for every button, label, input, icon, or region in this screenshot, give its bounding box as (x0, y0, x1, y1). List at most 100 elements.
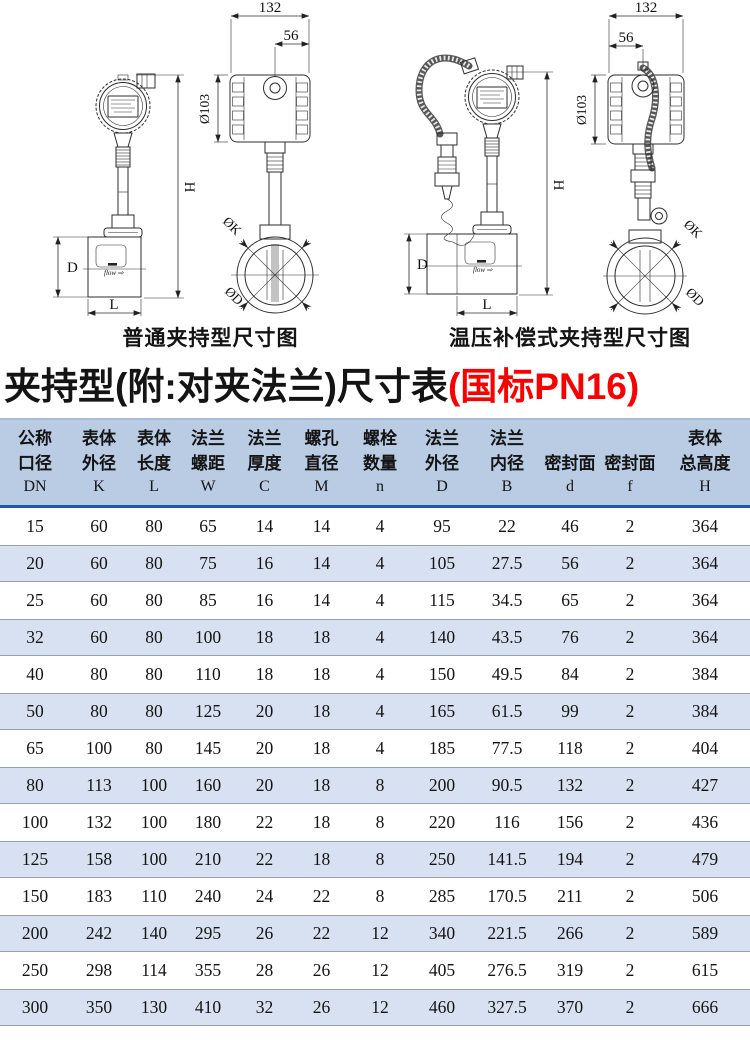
dim-L: L (109, 297, 118, 313)
table-cell: 364 (691, 516, 719, 537)
table-cell: 12 (371, 997, 389, 1018)
column-label: 螺栓 (363, 429, 397, 449)
caption-ordinary-clamp: 普通夹持型尺寸图 (122, 327, 299, 350)
table-cell: 26 (312, 997, 331, 1018)
table-header-row: 公称 口径 DN 表体 外径 K 表体 长度 L 法兰 螺距 W 法兰 厚度 C 螺孔 直径 M 螺栓 数量 n 法兰 外径… (0, 420, 750, 509)
table-cell: 2 (625, 553, 635, 574)
table-row-dn-32: 32 60 80 100 18 18 4 140 43.5 76 2 364 (0, 619, 750, 657)
table-cell: 85 (199, 590, 217, 611)
table-cell: 200 (428, 775, 456, 796)
column-label: 法兰 (191, 429, 225, 449)
page-title: 夹持型(附:对夹法兰)尺寸表(国标PN16) (4, 364, 750, 410)
table-cell: 384 (691, 664, 719, 685)
table-cell: 27.5 (491, 553, 523, 574)
table-cell: 2 (625, 849, 635, 870)
table-cell: 80 (145, 627, 163, 648)
dim-K: ØK (681, 217, 706, 242)
table-cell: 18 (312, 849, 331, 870)
column-label: 表体 (688, 429, 722, 449)
table-cell: 8 (375, 812, 385, 833)
column-symbol: W (200, 478, 216, 496)
table-cell: 240 (194, 886, 222, 907)
table-cell: 479 (691, 849, 719, 870)
table-cell: 18 (312, 627, 331, 648)
table-cell: 384 (691, 701, 719, 722)
table-cell: 506 (691, 886, 719, 907)
table-cell: 80 (26, 775, 44, 796)
table-cell: 15 (26, 516, 44, 537)
table-cell: 100 (85, 738, 113, 759)
table-cell: 364 (691, 590, 719, 611)
dim-Dd: ØD (683, 285, 708, 310)
table-cell: 25 (26, 590, 44, 611)
table-cell: 8 (375, 849, 385, 870)
column-header: 螺孔 直径 M (293, 426, 350, 500)
column-symbol: f (627, 478, 633, 496)
table-cell: 18 (312, 664, 331, 685)
table-cell: 22 (255, 812, 274, 833)
table-cell: 4 (375, 738, 385, 759)
table-cell: 95 (433, 516, 451, 537)
table-cell: 183 (85, 886, 113, 907)
table-cell: 2 (625, 923, 635, 944)
table-cell: 16 (255, 590, 274, 611)
table-cell: 80 (145, 701, 163, 722)
dim-103: Ø103 (574, 95, 589, 125)
table-cell: 589 (691, 923, 719, 944)
table-cell: 2 (625, 997, 635, 1018)
table-cell: 14 (255, 516, 274, 537)
column-header: 法兰 内径 B (474, 426, 540, 500)
table-cell: 18 (312, 738, 331, 759)
column-label: 总高度 (679, 454, 731, 474)
table-cell: 77.5 (491, 738, 523, 759)
table-cell: 8 (375, 886, 385, 907)
caption-temp-pressure-clamp: 温压补偿式夹持型尺寸图 (449, 327, 691, 350)
diagram-temp-pressure-clamp: H (395, 2, 745, 352)
table-cell: 84 (561, 664, 579, 685)
column-label: 内径 (490, 454, 524, 474)
table-cell: 2 (625, 886, 635, 907)
table-cell: 300 (21, 997, 49, 1018)
table-cell: 145 (194, 738, 222, 759)
table-row-dn-80: 80 113 100 160 20 18 8 200 90.5 132 2 427 (0, 767, 750, 805)
dim-132: 132 (635, 2, 658, 16)
dim-D: D (417, 257, 428, 273)
column-label: 密封面 (604, 454, 656, 474)
column-label: 口径 (18, 454, 52, 474)
table-cell: 32 (255, 997, 274, 1018)
table-cell: 18 (312, 701, 331, 722)
dim-132: 132 (259, 2, 282, 16)
column-label: 外径 (82, 454, 116, 474)
table-cell: 100 (21, 812, 49, 833)
table-cell: 220 (428, 812, 456, 833)
table-cell: 26 (255, 923, 274, 944)
table-cell: 4 (375, 516, 385, 537)
column-symbol: n (376, 478, 384, 496)
table-cell: 56 (561, 553, 579, 574)
table-cell: 150 (21, 886, 49, 907)
table-cell: 4 (375, 590, 385, 611)
table-cell: 18 (255, 664, 274, 685)
table-cell: 60 (90, 590, 108, 611)
column-label: 直径 (304, 454, 339, 474)
flow-label: flow ⇨ (104, 269, 125, 277)
side-view: 132 56 (574, 2, 708, 315)
column-symbol: d (566, 478, 574, 496)
table-row-dn-50: 50 80 80 125 20 18 4 165 61.5 99 2 384 (0, 693, 750, 731)
table-cell: 46 (561, 516, 579, 537)
ordinary-clamp-drawing: H (53, 2, 319, 316)
front-view: H (404, 54, 566, 316)
dim-Dd: ØD (222, 284, 247, 309)
column-symbol: M (314, 478, 329, 496)
table-cell: 185 (428, 738, 456, 759)
table-cell: 22 (312, 886, 331, 907)
table-cell: 405 (428, 960, 456, 981)
table-cell: 298 (85, 960, 113, 981)
table-cell: 132 (85, 812, 113, 833)
table-cell: 266 (556, 923, 584, 944)
table-cell: 60 (90, 553, 108, 574)
dim-D: D (67, 260, 78, 276)
table-cell: 65 (561, 590, 579, 611)
table-cell: 65 (199, 516, 217, 537)
dim-H: H (181, 182, 197, 193)
